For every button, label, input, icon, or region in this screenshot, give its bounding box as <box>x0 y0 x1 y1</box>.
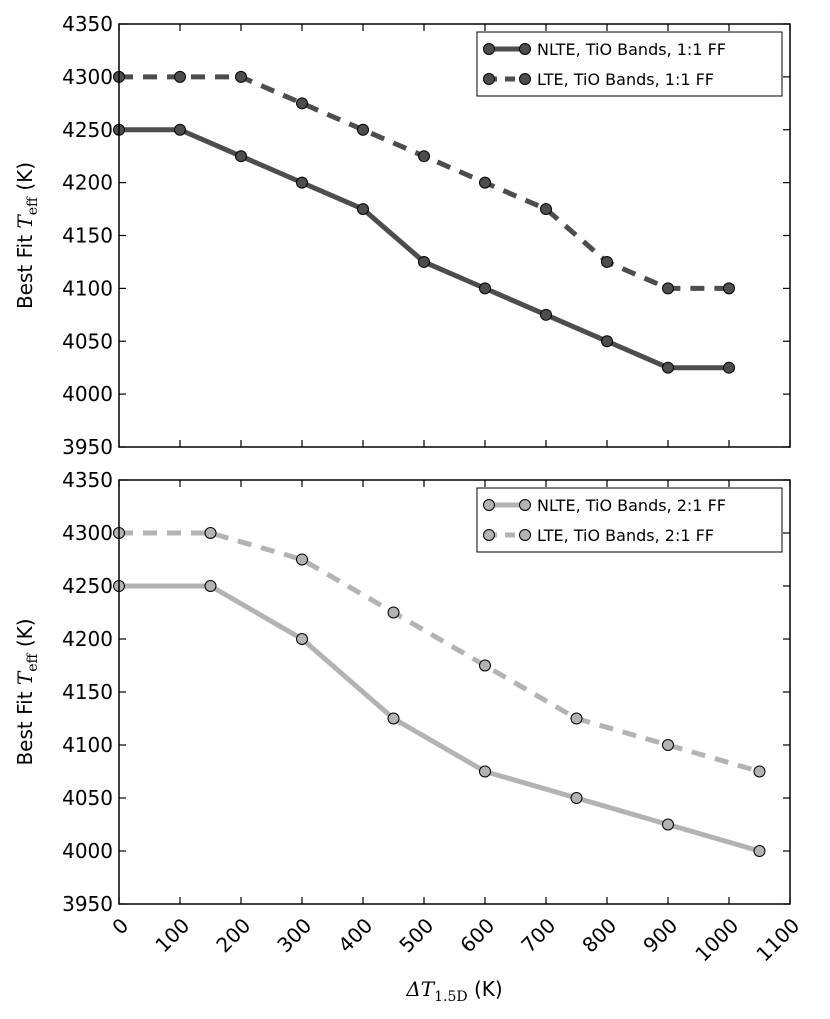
data-point <box>357 123 369 136</box>
data-point <box>418 150 430 163</box>
y-tick-label: 4150 <box>62 224 113 248</box>
data-point <box>479 282 491 295</box>
legend-label: NLTE, TiO Bands, 2:1 FF <box>537 496 726 515</box>
y-tick-label: 4100 <box>62 733 113 757</box>
legend-marker <box>519 43 531 55</box>
chart-panel-1: 3950 4000 4050 4100 4150 4200 4250 4300 4350 NLTE… <box>13 12 791 459</box>
legend: NLTE, TiO Bands, 2:1 FF LTE, TiO Bands, 2… <box>476 487 783 553</box>
data-point <box>479 176 491 189</box>
data-point <box>387 606 400 619</box>
x-tick-label: 1000 <box>690 913 743 966</box>
y-tick-label: 3950 <box>62 892 113 916</box>
y-tick-label: 4250 <box>62 574 113 598</box>
y-tick-label: 4050 <box>62 329 113 353</box>
y-tick-label: 4050 <box>62 786 113 810</box>
data-point <box>204 527 217 539</box>
data-point <box>662 361 674 374</box>
data-point <box>479 659 491 672</box>
data-point <box>479 765 491 778</box>
data-point <box>601 255 613 268</box>
x-tick-label: 800 <box>577 913 621 957</box>
x-tick-label: 600 <box>455 913 499 957</box>
data-point <box>662 818 674 831</box>
x-tick-label: 300 <box>272 913 316 957</box>
y-tick-label: 4250 <box>62 118 113 142</box>
data-point <box>662 282 674 295</box>
y-tick-label: 3950 <box>62 435 113 459</box>
data-point <box>296 553 308 566</box>
data-point <box>570 792 583 804</box>
y-tick-label: 4150 <box>62 680 113 704</box>
chart-panel-2: 3950 4000 4050 4100 4150 4200 4250 4300 4350 0 100… <box>13 468 804 1005</box>
data-point <box>296 176 308 189</box>
y-tick-label: 4350 <box>62 468 113 492</box>
legend-marker <box>483 529 495 541</box>
series-line-1 <box>119 583 761 854</box>
y-tick-label: 4300 <box>62 65 113 89</box>
y-tick-label: 4200 <box>62 171 113 195</box>
legend-marker <box>519 73 531 85</box>
series-line-2 <box>119 530 761 774</box>
data-point <box>723 282 735 295</box>
legend-marker <box>483 43 495 55</box>
y-axis-title: Best Fit Teff (K) <box>13 618 41 765</box>
legend-label: LTE, TiO Bands, 2:1 FF <box>537 526 714 545</box>
data-point <box>418 255 430 268</box>
legend-marker <box>519 529 531 541</box>
data-point <box>753 765 766 778</box>
legend: NLTE, TiO Bands, 1:1 FF LTE, TiO Bands, 1… <box>476 31 783 97</box>
data-point <box>723 361 735 374</box>
plot-frame <box>118 479 791 905</box>
data-point <box>357 203 369 216</box>
data-point <box>570 712 583 725</box>
x-tick-label: 400 <box>333 913 377 957</box>
data-point <box>174 70 186 83</box>
legend-box <box>476 487 783 553</box>
legend-label: LTE, TiO Bands, 1:1 FF <box>537 70 714 89</box>
data-point <box>601 335 613 348</box>
data-point <box>204 580 217 592</box>
y-tick-label: 4000 <box>62 839 113 863</box>
y-tick-label: 4000 <box>62 382 113 406</box>
legend-label: NLTE, TiO Bands, 1:1 FF <box>537 40 726 59</box>
x-tick-label: 700 <box>516 913 560 957</box>
plot-frame <box>118 23 791 448</box>
data-point <box>753 845 766 857</box>
x-tick-label: 500 <box>394 913 438 957</box>
data-point <box>296 97 308 110</box>
data-point <box>174 123 186 136</box>
data-point <box>662 739 674 751</box>
data-point <box>235 70 247 83</box>
y-tick-label: 4350 <box>62 12 113 36</box>
x-tick-label: 100 <box>150 913 194 957</box>
x-tick-label: 1100 <box>751 913 804 966</box>
y-axis-title: Best Fit Teff (K) <box>13 162 41 309</box>
x-tick-label: 900 <box>638 913 682 957</box>
x-tick-label: 200 <box>211 913 255 957</box>
data-point <box>296 633 308 645</box>
legend-marker <box>483 499 495 511</box>
legend-box <box>476 31 783 97</box>
data-point <box>235 150 247 163</box>
data-point <box>540 308 552 321</box>
y-tick-label: 4300 <box>62 521 113 545</box>
x-tick-label: 0 <box>107 913 133 939</box>
legend-marker <box>519 499 531 511</box>
legend-marker <box>483 73 495 85</box>
data-point <box>540 203 552 216</box>
data-point <box>387 712 400 725</box>
y-tick-label: 4100 <box>62 276 113 300</box>
x-axis-title: ΔT1.5D (K) <box>405 977 502 1005</box>
y-tick-label: 4200 <box>62 627 113 651</box>
